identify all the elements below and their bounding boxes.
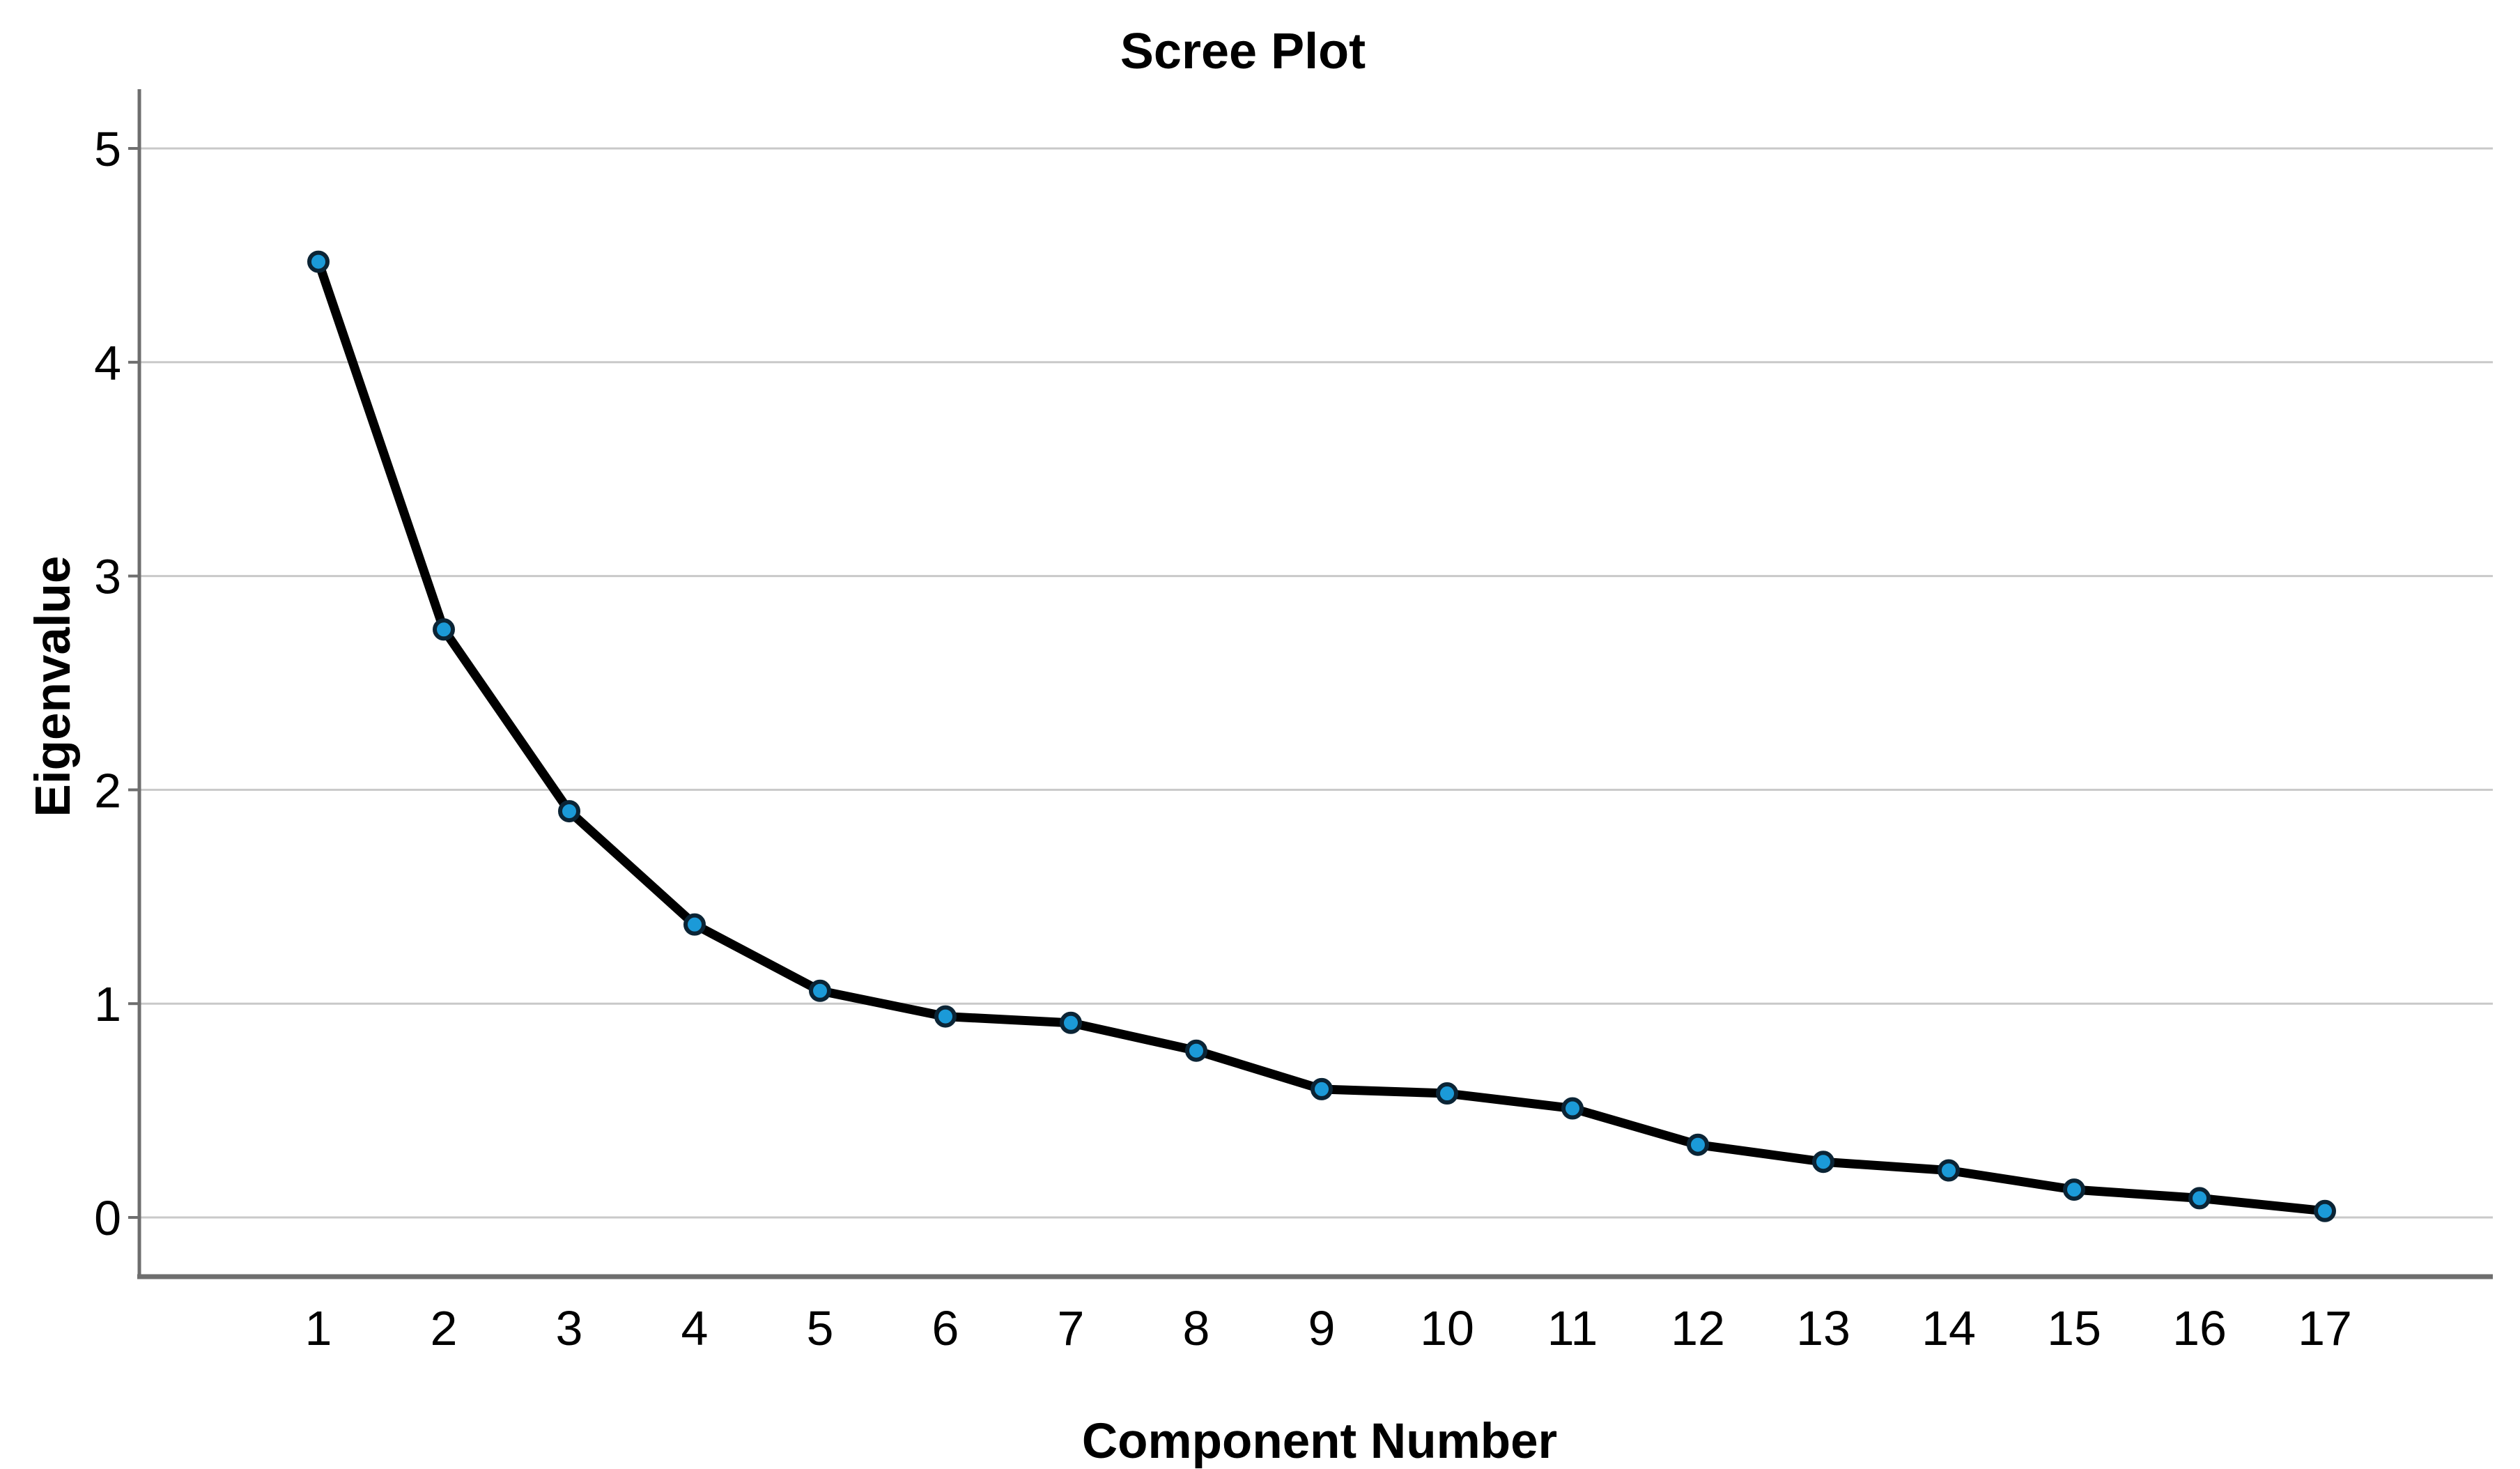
data-point-15 — [2063, 1178, 2085, 1201]
data-point-10 — [1436, 1082, 1458, 1105]
y-tick-label-5: 5 — [94, 122, 121, 176]
data-point-4 — [683, 913, 706, 936]
data-point-13 — [1812, 1151, 1834, 1174]
x-tick-label-4: 4 — [681, 1301, 709, 1355]
data-point-14 — [1938, 1159, 1960, 1182]
data-point-5 — [809, 979, 831, 1002]
y-axis-title: Eigenvalue — [26, 556, 81, 817]
chart-title: Scree Plot — [1120, 24, 1366, 79]
data-point-16 — [2188, 1187, 2211, 1210]
x-tick-label-17: 17 — [2298, 1301, 2352, 1355]
x-tick-labels: 1 2 3 4 5 6 7 8 9 10 11 12 13 14 15 16 17 — [305, 1301, 2352, 1355]
x-tick-label-16: 16 — [2172, 1301, 2227, 1355]
data-point-12 — [1687, 1133, 1709, 1156]
data-points — [307, 250, 2336, 1222]
data-point-9 — [1311, 1077, 1333, 1100]
data-point-2 — [433, 618, 455, 641]
x-tick-label-14: 14 — [1922, 1301, 1976, 1355]
x-tick-label-6: 6 — [932, 1301, 959, 1355]
y-tick-labels: 0 1 2 3 4 5 — [94, 122, 121, 1245]
y-tick-label-3: 3 — [94, 550, 121, 604]
x-tick-label-2: 2 — [431, 1301, 458, 1355]
y-tick-marks — [128, 147, 139, 1219]
x-tick-label-13: 13 — [1796, 1301, 1850, 1355]
x-tick-label-15: 15 — [2047, 1301, 2101, 1355]
data-point-8 — [1185, 1039, 1207, 1062]
data-point-17 — [2314, 1199, 2336, 1222]
x-tick-label-10: 10 — [1420, 1301, 1474, 1355]
data-point-11 — [1561, 1097, 1584, 1120]
x-tick-label-1: 1 — [305, 1301, 332, 1355]
x-tick-label-5: 5 — [807, 1301, 834, 1355]
x-tick-label-9: 9 — [1308, 1301, 1336, 1355]
x-tick-label-12: 12 — [1671, 1301, 1725, 1355]
y-tick-label-2: 2 — [94, 763, 121, 817]
axes — [137, 89, 2493, 1279]
data-point-3 — [558, 800, 580, 823]
gridlines — [139, 147, 2493, 1219]
x-tick-label-3: 3 — [556, 1301, 583, 1355]
x-axis-title: Component Number — [1082, 1414, 1557, 1469]
data-point-7 — [1060, 1011, 1082, 1034]
x-tick-label-11: 11 — [1547, 1301, 1598, 1355]
data-point-6 — [934, 1005, 957, 1028]
x-tick-label-7: 7 — [1058, 1301, 1085, 1355]
y-tick-label-0: 0 — [94, 1191, 121, 1245]
y-tick-label-1: 1 — [94, 977, 121, 1031]
y-tick-label-4: 4 — [94, 336, 121, 390]
x-tick-label-8: 8 — [1183, 1301, 1210, 1355]
data-point-1 — [307, 250, 330, 273]
